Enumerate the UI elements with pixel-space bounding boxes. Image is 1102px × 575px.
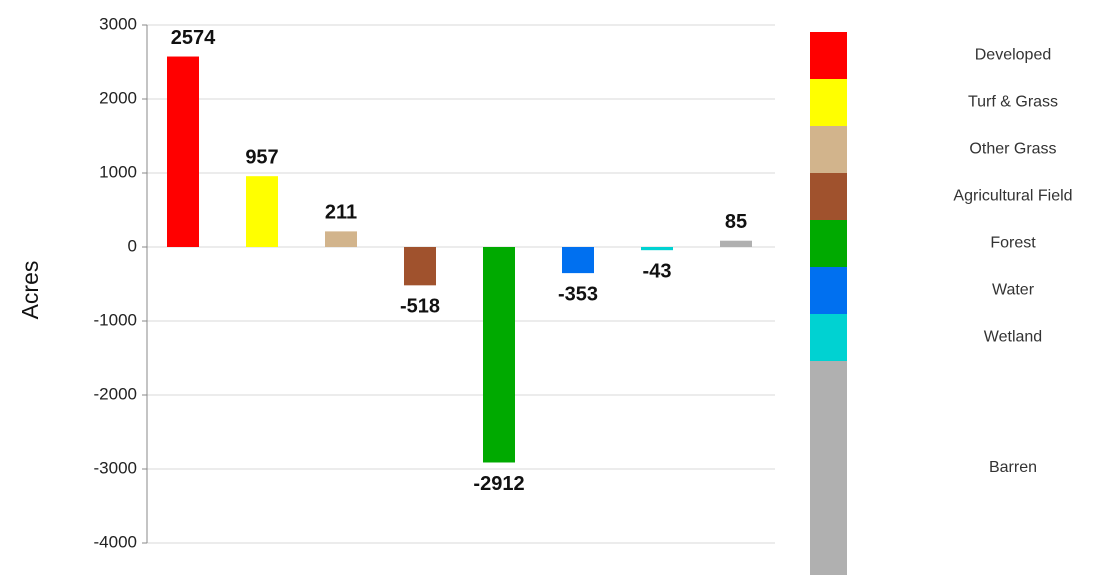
y-tick-label: -1000 — [94, 310, 137, 329]
data-label: 957 — [245, 146, 278, 168]
legend-swatch — [810, 267, 847, 314]
legend-label: Forest — [990, 235, 1036, 252]
legend-swatch — [810, 220, 847, 267]
bar — [246, 176, 278, 247]
y-axis-label: Acres — [17, 261, 43, 320]
legend-swatch — [810, 126, 847, 173]
data-label: -2912 — [473, 473, 524, 495]
data-label: 85 — [725, 211, 747, 233]
bar — [720, 240, 752, 247]
bar — [483, 247, 515, 463]
y-tick-label: -4000 — [94, 532, 137, 551]
data-label: 2574 — [171, 27, 216, 49]
legend-label: Agricultural Field — [953, 188, 1072, 205]
legend-label: Other Grass — [969, 141, 1056, 158]
bar — [641, 247, 673, 251]
legend-swatch — [810, 361, 847, 575]
data-label: -518 — [400, 296, 440, 318]
legend-label: Water — [992, 282, 1035, 299]
legend-label: Wetland — [984, 329, 1042, 346]
data-label: -43 — [643, 260, 672, 282]
y-tick-label: 3000 — [99, 14, 137, 33]
y-tick-label: -3000 — [94, 458, 137, 477]
data-label: -353 — [558, 283, 598, 305]
data-label: 211 — [325, 202, 357, 224]
bar — [167, 56, 199, 247]
bar — [404, 247, 436, 286]
bar — [325, 231, 357, 247]
y-tick-label: 0 — [128, 236, 137, 255]
legend-swatch — [810, 79, 847, 126]
y-tick-label: 2000 — [99, 88, 137, 107]
legend-label: Barren — [989, 459, 1037, 476]
legend-swatch — [810, 173, 847, 220]
legend-label: Turf & Grass — [968, 94, 1058, 111]
bar — [562, 247, 594, 274]
legend-swatch — [810, 32, 847, 79]
y-tick-label: 1000 — [99, 162, 137, 181]
legend-label: Developed — [975, 47, 1052, 64]
legend-swatch — [810, 314, 847, 361]
y-tick-label: -2000 — [94, 384, 137, 403]
